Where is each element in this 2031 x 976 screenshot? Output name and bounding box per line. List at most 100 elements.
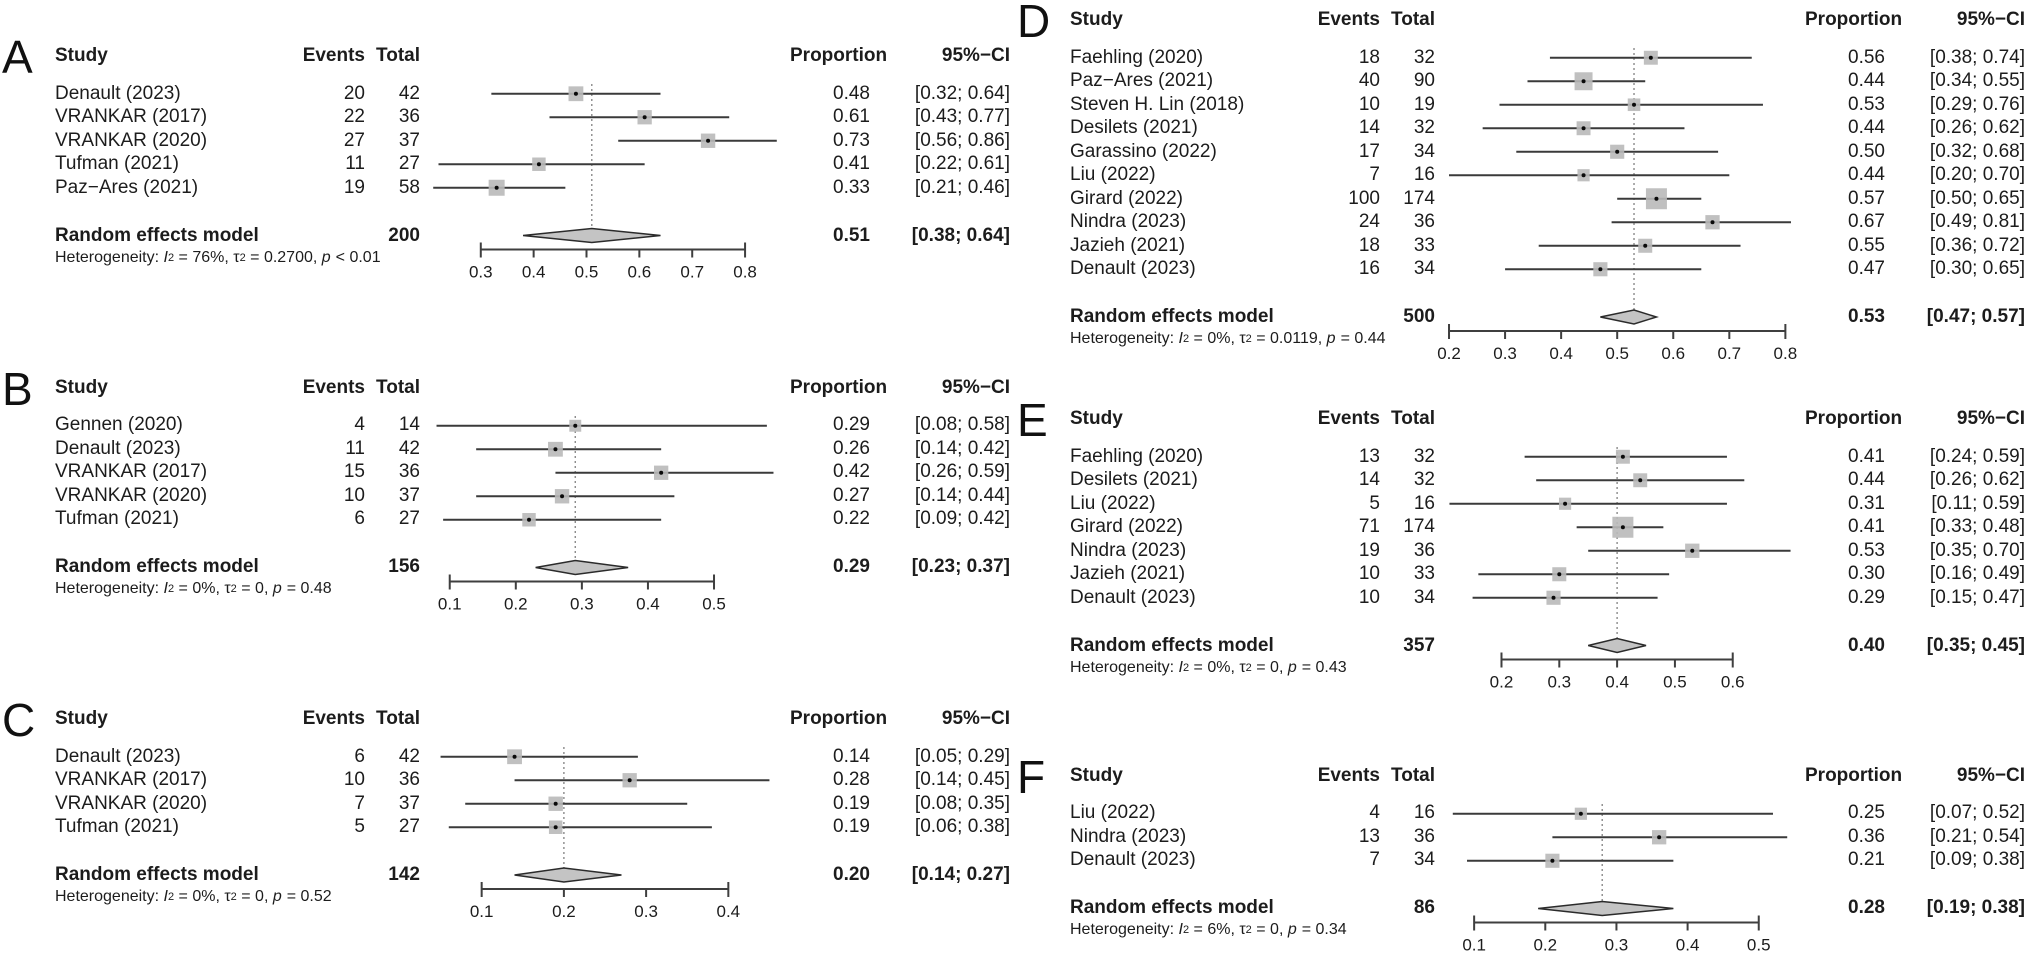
events-column-header: Events [302,376,365,398]
superscript-two: 2 [1182,333,1190,345]
proportion-value: 0.50 [1848,140,1885,162]
study-name: Liu (2022) [1070,164,1156,186]
study-name: Tufman (2021) [55,508,179,530]
study-row: Gennen (2020) 4 14 0.29 [0.08; 0.58] [0,414,1015,438]
tau-squared-symbol: τ [1239,658,1246,676]
axis-tick-label: 0.5 [1663,673,1687,692]
study-name: Denault (2023) [1070,586,1196,608]
ci-value: [0.14; 0.44] [914,484,1010,506]
ci-value: [0.20; 0.70] [1929,164,2025,186]
i-squared-value: 0% [192,580,216,597]
i-squared-symbol: I [163,248,168,266]
proportion-value: 0.19 [833,816,870,838]
p-symbol: p [1287,658,1297,676]
axis-tick-label: 0.2 [504,594,528,613]
p-symbol: p [1287,921,1297,938]
p-value: = 0.48 [286,580,332,597]
point-estimate-dot [573,91,578,96]
study-row: Desilets (2021) 14 32 0.44 [0.26; 0.62] [1015,117,2031,141]
study-row: Denault (2023) 6 42 0.14 [0.05; 0.29] [0,745,1015,769]
pooled-ci-value: [0.23; 0.37] [911,556,1010,577]
pooled-model-label: Random effects model [55,224,259,246]
point-estimate-dot [627,778,632,783]
ci-value: [0.21; 0.46] [914,176,1010,198]
p-value: = 0.43 [1301,658,1347,676]
pooled-model-label: Random effects model [1070,897,1274,918]
events-value: 13 [1358,825,1380,847]
point-estimate-dot [573,423,578,428]
ci-value: [0.34; 0.55] [1929,70,2025,92]
p-value: = 0.44 [1340,330,1386,347]
column-header-row: Study Events Total Proportion 95%−CI [0,44,1015,68]
total-value: 58 [398,176,420,198]
total-value: 36 [1413,825,1435,847]
axis-tick-label: 0.4 [1605,673,1629,692]
ci-value: [0.09; 0.38] [1929,849,2025,871]
heterogeneity-label: Heterogeneity: [55,580,164,597]
axis-tick-label: 0.3 [469,263,493,282]
study-row: VRANKAR (2017) 22 36 0.61 [0.43; 0.77] [0,106,1015,130]
total-value: 36 [398,461,420,483]
total-value: 33 [1413,234,1435,256]
ci-column-header: 95%−CI [941,45,1010,66]
tau-squared-symbol: τ [1239,921,1246,938]
pooled-row: Random effects model 86 0.28 [0.19; 0.38] [1015,896,2031,920]
study-row: Girard (2022) 100 174 0.57 [0.50; 0.65] [1015,187,2031,211]
comma-separator: , [1278,921,1288,938]
study-row: Liu (2022) 4 16 0.25 [0.07; 0.52] [1015,802,2031,826]
point-estimate-dot [1581,126,1586,131]
study-row: Tufman (2021) 5 27 0.19 [0.06; 0.38] [0,816,1015,840]
study-name: Faehling (2020) [1070,445,1204,467]
total-value: 34 [1413,849,1435,871]
proportion-value: 0.44 [1848,70,1885,92]
events-value: 17 [1358,140,1380,162]
events-value: 71 [1358,516,1380,538]
ci-value: [0.29; 0.76] [1929,93,2025,115]
study-name: Denault (2023) [55,437,181,459]
events-value: 27 [343,129,365,151]
superscript-two: 2 [167,891,175,903]
pooled-proportion-value: 0.29 [833,556,870,577]
point-estimate-dot [536,162,541,167]
events-value: 10 [1358,586,1380,608]
study-column-header: Study [55,45,108,66]
i-squared-value: 6% [1207,921,1231,938]
point-estimate-dot [1643,243,1648,248]
heterogeneity-label: Heterogeneity: [55,248,164,266]
total-column-header: Total [376,45,420,66]
total-value: 42 [398,82,420,104]
axis-tick-label: 0.7 [1717,344,1741,363]
study-name: Tufman (2021) [55,153,179,175]
ci-value: [0.35; 0.70] [1929,539,2025,561]
axis-tick-label: 0.3 [570,594,594,613]
study-row: Denault (2023) 7 34 0.21 [0.09; 0.38] [1015,849,2031,873]
p-value: < 0.01 [335,248,381,266]
equals-sign: = [174,888,193,905]
study-name: Desilets (2021) [1070,117,1198,139]
events-value: 4 [1369,802,1380,824]
total-value: 36 [1413,539,1435,561]
proportion-value: 0.26 [833,437,870,459]
superscript-two: 2 [1245,661,1252,674]
point-estimate-dot [512,754,517,759]
total-value: 34 [1413,140,1435,162]
point-estimate-dot [706,138,711,143]
total-value: 36 [1413,211,1435,233]
ci-value: [0.32; 0.68] [1929,140,2025,162]
equals-sign: = [1251,658,1271,676]
ci-value: [0.56; 0.86] [914,129,1010,151]
proportion-value: 0.61 [833,106,870,128]
study-row: Desilets (2021) 14 32 0.44 [0.26; 0.62] [1015,469,2031,493]
superscript-two: 2 [230,891,237,903]
study-name: Faehling (2020) [1070,46,1204,68]
panel-C: C Study Events Total Proportion 95%−CI Denault… [0,697,1015,953]
proportion-value: 0.41 [1848,445,1885,467]
axis-tick-label: 0.3 [634,902,658,921]
pooled-model-label: Random effects model [55,864,259,885]
axis-tick-label: 0.8 [733,263,757,282]
total-value: 37 [398,129,420,151]
superscript-two: 2 [1245,333,1252,345]
panel-letter: E [1017,394,1048,446]
study-row: Garassino (2022) 17 34 0.50 [0.32; 0.68] [1015,140,2031,164]
axis-tick-label: 0.1 [438,594,462,613]
